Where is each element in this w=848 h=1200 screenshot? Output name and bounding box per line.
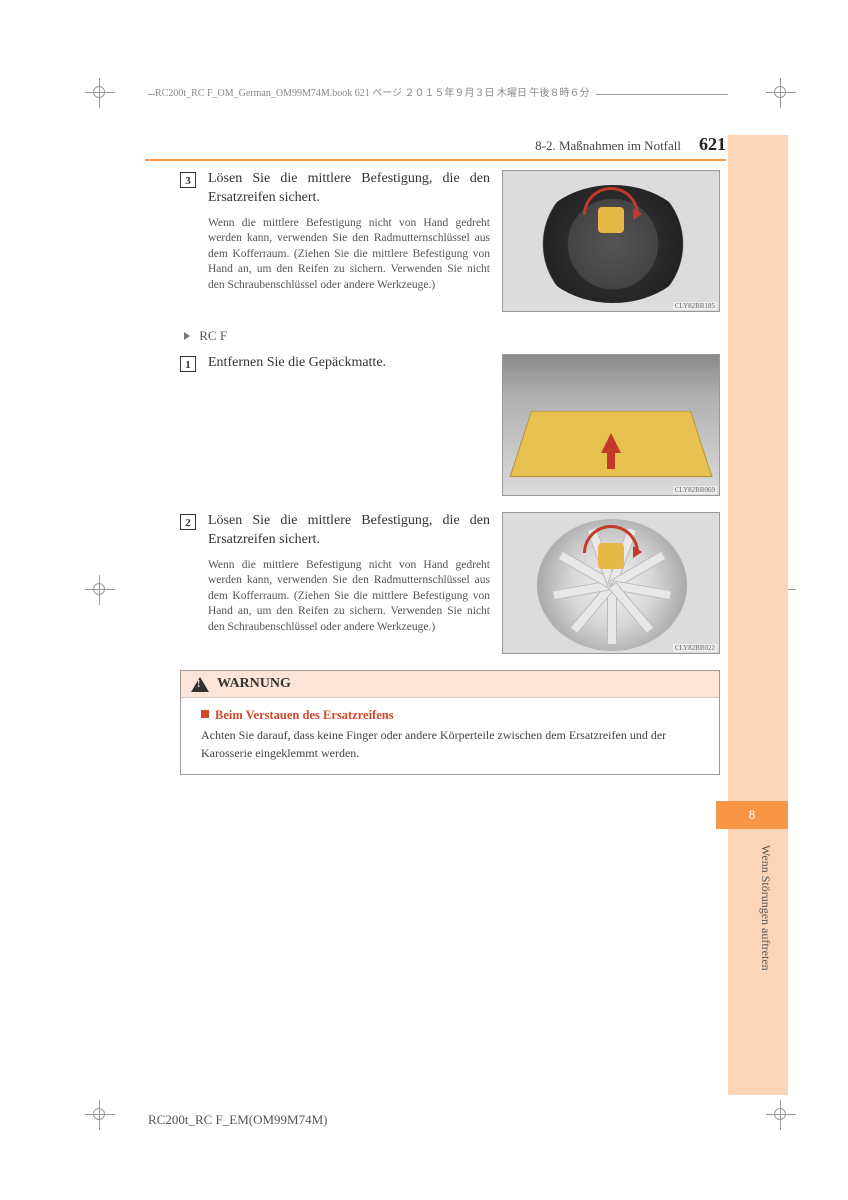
doc-meta-header: RC200t_RC F_OM_German_OM99M74M.book 621 … — [155, 84, 596, 99]
crop-mark — [766, 1100, 796, 1130]
content-area: 3 Lösen Sie die mittlere Befestigung, di… — [180, 170, 720, 775]
step-number: 1 — [180, 356, 196, 372]
crop-mark — [766, 78, 796, 108]
rcf-step-1: 1 Entfernen Sie die Gepäckmatte. CLY82BR… — [180, 354, 720, 496]
spare-tire-release-image: CLY82BR185 — [502, 170, 720, 312]
luggage-mat-removal-image: CLY82BR069 — [502, 354, 720, 496]
step-title: Lösen Sie die mittlere Befestigung, die … — [208, 512, 490, 550]
variant-label: RC F — [199, 328, 227, 343]
chapter-tab: 8 — [716, 801, 788, 829]
rcf-step-2: 2 Lösen Sie die mittlere Befestigung, di… — [180, 512, 720, 654]
step-3: 3 Lösen Sie die mittlere Befestigung, di… — [180, 170, 720, 312]
warning-text: Achten Sie darauf, dass keine Finger ode… — [201, 727, 703, 762]
step-title: Lösen Sie die mittlere Befestigung, die … — [208, 170, 490, 208]
crop-mark — [85, 575, 115, 605]
step-number: 3 — [180, 172, 196, 188]
warning-box: WARNUNG Beim Verstauen des Ersatzreifens… — [180, 670, 720, 775]
crop-mark — [85, 1100, 115, 1130]
alloy-wheel-release-image: CLY82BR022 — [502, 512, 720, 654]
warning-triangle-icon — [191, 677, 209, 692]
warning-subtitle: Beim Verstauen des Ersatzreifens — [201, 706, 703, 724]
image-code: CLY82BR069 — [673, 486, 717, 494]
variant-heading: RC F — [184, 328, 720, 344]
step-title: Entfernen Sie die Gepäckmatte. — [208, 354, 490, 373]
crop-mark — [85, 78, 115, 108]
warning-title: WARNUNG — [217, 676, 291, 692]
chapter-sidebar: 8 Wenn Störungen auftreten — [728, 135, 788, 1095]
step-note: Wenn die mittlere Befestigung nicht von … — [208, 558, 490, 636]
page-number: 621 — [699, 134, 726, 154]
variant-marker-icon — [184, 332, 190, 340]
section-label: 8-2. Maßnahmen im Notfall — [535, 138, 681, 153]
page-header: 8-2. Maßnahmen im Notfall 621 — [145, 134, 726, 161]
warning-body: Beim Verstauen des Ersatzreifens Achten … — [181, 698, 719, 774]
step-number: 2 — [180, 514, 196, 530]
step-note: Wenn die mittlere Befestigung nicht von … — [208, 216, 490, 294]
doc-footer: RC200t_RC F_EM(OM99M74M) — [148, 1112, 328, 1128]
warning-header: WARNUNG — [181, 671, 719, 698]
image-code: CLY82BR022 — [673, 644, 717, 652]
chapter-title: Wenn Störungen auftreten — [758, 845, 773, 971]
image-code: CLY82BR185 — [673, 302, 717, 310]
